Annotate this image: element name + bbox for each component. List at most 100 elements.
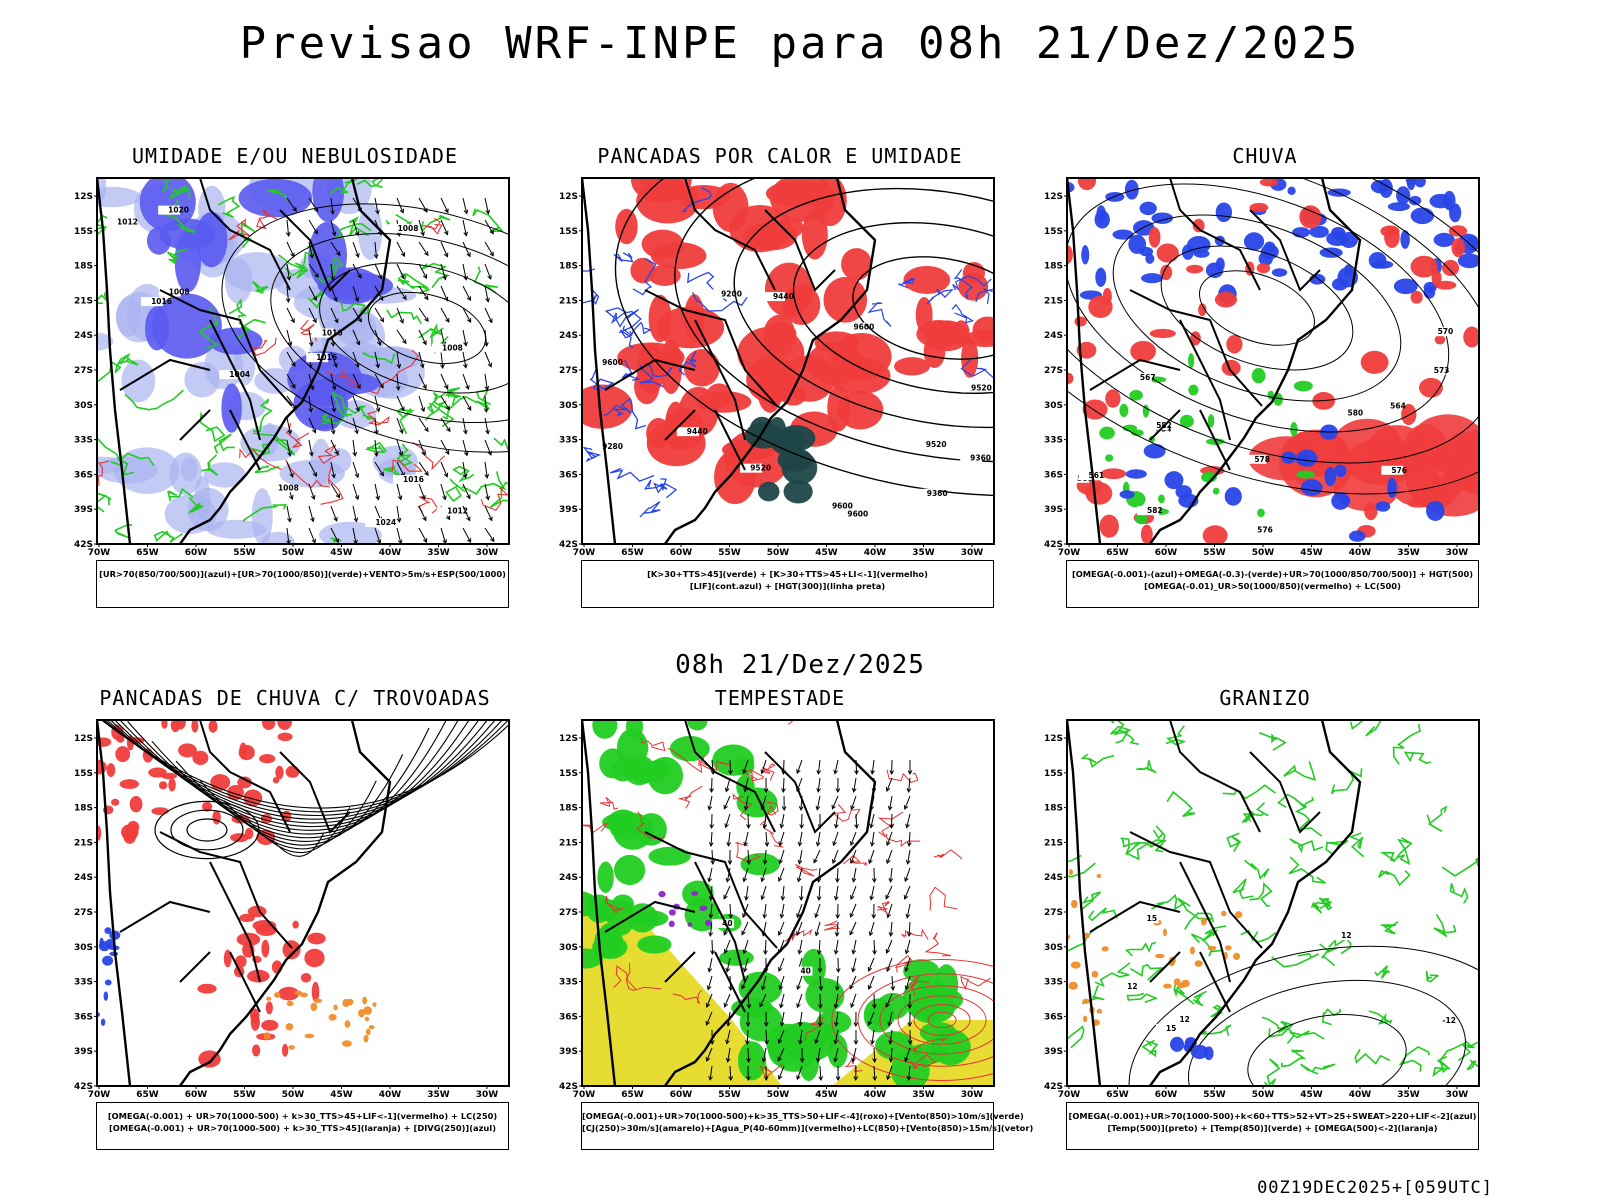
lon-tick-label: 45W [815,1090,838,1100]
wind-vector-850 [709,921,713,936]
lat-tick-label: 27S [559,366,578,376]
humidity-low-contour [161,178,173,192]
wind-vector [330,483,340,498]
thunderstorm-area [192,750,209,766]
wind-vector-850 [799,1029,803,1044]
wind-vector-850 [779,975,785,990]
omega-weak-area [1443,190,1456,211]
lat-tick-label: 27S [74,366,93,376]
wind-vector-850 [836,975,839,991]
rain-area [1156,243,1179,263]
lon-tick-label: 65W [1106,1090,1129,1100]
wind-vector [308,219,318,234]
humidity-low-contour [461,471,507,496]
precipitable-water-contour [743,769,764,782]
omega-weak-area [1457,253,1479,269]
legend-line: [CJ(250)>30m/s](amarelo)+[Agua_P(40-60mm… [582,1123,1034,1133]
contour-label: 9360 [927,489,948,498]
wind-vector-850 [850,885,857,900]
precipitable-water-contour [909,1053,937,1070]
wind-vector-850 [743,957,749,972]
low-level-jet-area [626,903,658,933]
precipitable-water-contour [842,855,868,866]
humidity-low-contour [97,437,155,466]
wind-vector-850 [743,759,749,774]
wind-vector-850 [815,903,821,918]
lat-tick-label: 15S [559,769,578,779]
humidity-low-contour [397,279,431,294]
wind-vector-850 [852,939,857,954]
legend-line: [OMEGA(-0.001) + UR>70(1000-500) + k>30_… [107,1111,498,1121]
lon-tick-label: 70W [1058,548,1081,558]
wind-vector [484,395,487,412]
lifted-index-contour [643,479,678,499]
severe-storm-area [687,922,693,927]
rain-area [1160,264,1173,281]
lat-tick-label: 15S [74,769,93,779]
streamline-250 [101,720,509,813]
omega-weak-area [1124,179,1139,200]
legend-line: [LIF](cont.azul) + [HGT(300)](linha pret… [689,581,886,591]
omega-weak-area [1292,227,1310,238]
temp-500-contour [1247,1013,1407,1086]
wind-vector [440,373,448,389]
omega-weak-area [1139,201,1157,216]
thunderstorm-area [197,983,217,994]
wind-vector [308,505,314,522]
wind-vector-850 [904,867,911,882]
humidity-low-contour [329,178,357,195]
low-level-jet-area [867,1005,896,1027]
omega-weak-area [1339,232,1358,248]
contour-label: 1016 [322,328,343,337]
wind-vector [286,373,296,389]
wind-vector [462,417,467,434]
omega-weak-area [1368,252,1387,269]
omega-weak-area [1141,273,1164,284]
wind-vector [396,527,402,544]
lon-tick-label: 30W [1446,548,1469,558]
wind-vector [440,439,450,455]
wind-vector [440,527,447,544]
omega-strong-area [1130,429,1144,437]
wind-vector-850 [726,957,731,972]
lifted-index-contour [960,359,994,380]
rain-area [1105,389,1121,408]
thunderstorm-area [261,939,270,958]
lat-tick-label: 39S [1044,505,1063,515]
wind-vector [440,219,449,235]
temp-850-contour [1396,838,1411,866]
wind-vector-850 [746,1029,749,1045]
rain-area [1198,303,1207,317]
wind-vector [286,219,290,236]
temp-850-contour [1289,838,1324,854]
wind-vector [462,263,467,280]
lat-tick-label: 30S [1044,943,1063,953]
wind-vector-850 [763,903,767,918]
omega-weak-area [1426,500,1445,521]
omega-500-area [1220,910,1227,917]
low-level-jet-area [738,971,783,1005]
thunderstorm-area [115,746,131,763]
contour-label: 40 [722,919,732,928]
wind-vector-850 [868,849,875,864]
lat-tick-label: 33S [74,978,93,988]
panel-title: PANCADAS DE CHUVA C/ TROVOADAS [99,686,491,710]
lat-tick-label: 18S [74,262,93,272]
wind-vector [352,241,359,258]
wind-vector-850 [798,939,803,954]
omega-strong-area [1188,384,1199,396]
wind-vector [286,197,297,212]
wind-vector-850 [905,957,911,972]
lifted-index-contour [582,446,602,463]
omega-weak-area [1400,230,1410,249]
lat-tick-label: 30S [559,943,578,953]
thunderstorm-area [300,973,312,983]
wind-vector [396,417,403,434]
wind-vector-850 [778,957,785,972]
humidity-low-contour [418,327,444,339]
contour-label: 9600 [832,502,853,511]
thickness-contour [256,209,278,230]
wind-vector-850 [796,759,803,774]
temp-850-contour [1380,920,1399,935]
wind-vector-850 [832,849,839,864]
